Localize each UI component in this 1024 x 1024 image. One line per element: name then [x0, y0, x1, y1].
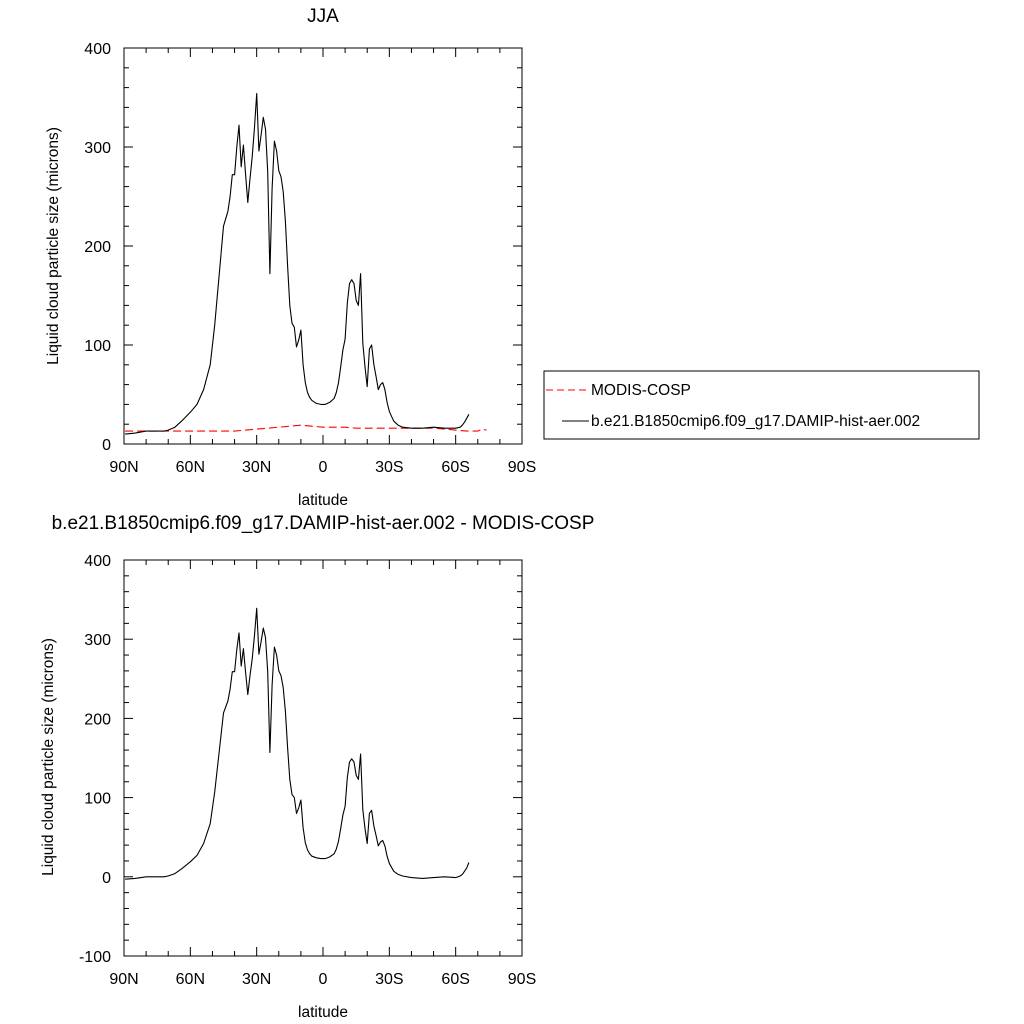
x-tick-label: 90S: [508, 971, 536, 988]
bottom-ticks: [123, 559, 523, 957]
y-tick-label: 200: [84, 711, 111, 728]
x-tick-label: 30N: [242, 971, 271, 988]
x-tick-label: 30S: [375, 971, 403, 988]
top-panel: JJA 90N 60N 30N 0 30S 60S 90S 0 100 200 300 400 lat…: [45, 6, 536, 509]
y-tick-label: 300: [84, 632, 111, 649]
top-tick-labels: 90N 60N 30N 0 30S 60S 90S 0 100 200 300 400: [84, 41, 536, 476]
bottom-panel: b.e21.B1850cmip6.f09_g17.DAMIP-hist-aer.…: [40, 513, 594, 1021]
model-line: [125, 92, 470, 435]
bottom-tick-labels: 90N 60N 30N 0 30S 60S 90S -100 0 100 200 300 400: [79, 553, 536, 988]
y-tick-label: 0: [102, 870, 111, 887]
top-series: [125, 92, 487, 435]
legend-label-modis: MODIS-COSP: [591, 382, 691, 399]
top-x-axis-label: latitude: [298, 492, 348, 509]
x-tick-label: 0: [319, 459, 328, 476]
bottom-x-axis-label: latitude: [298, 1004, 348, 1021]
y-tick-label: 100: [84, 338, 111, 355]
x-tick-label: 30S: [375, 459, 403, 476]
modis-cosp-line: [125, 424, 487, 432]
x-tick-label: 90S: [508, 459, 536, 476]
y-tick-label: 400: [84, 553, 111, 570]
top-plot-frame: [123, 47, 523, 445]
x-tick-label: 60N: [176, 971, 205, 988]
y-tick-label: 400: [84, 41, 111, 58]
x-tick-label: 60S: [441, 971, 469, 988]
x-tick-label: 60S: [441, 459, 469, 476]
y-tick-label: 100: [84, 791, 111, 808]
legend-box: [543, 370, 980, 440]
x-tick-label: 0: [319, 971, 328, 988]
y-tick-label: -100: [79, 949, 111, 966]
top-y-axis-label: Liquid cloud particle size (microns): [45, 127, 62, 365]
model-line: [125, 607, 470, 880]
legend-label-model: b.e21.B1850cmip6.f09_g17.DAMIP-hist-aer.…: [591, 413, 920, 430]
x-tick-label: 90N: [109, 459, 138, 476]
x-tick-label: 60N: [176, 459, 205, 476]
top-ticks: [123, 47, 523, 445]
bottom-y-axis-label: Liquid cloud particle size (microns): [40, 638, 57, 876]
legend: MODIS-COSP b.e21.B1850cmip6.f09_g17.DAMI…: [543, 370, 980, 440]
bottom-series: [125, 607, 470, 880]
bottom-plot-frame: [123, 559, 523, 957]
y-tick-label: 300: [84, 140, 111, 157]
x-tick-label: 90N: [109, 971, 138, 988]
top-chart-title: JJA: [307, 6, 339, 27]
x-tick-label: 30N: [242, 459, 271, 476]
y-tick-label: 0: [102, 437, 111, 454]
y-tick-label: 200: [84, 239, 111, 256]
bottom-chart-title: b.e21.B1850cmip6.f09_g17.DAMIP-hist-aer.…: [52, 513, 595, 534]
